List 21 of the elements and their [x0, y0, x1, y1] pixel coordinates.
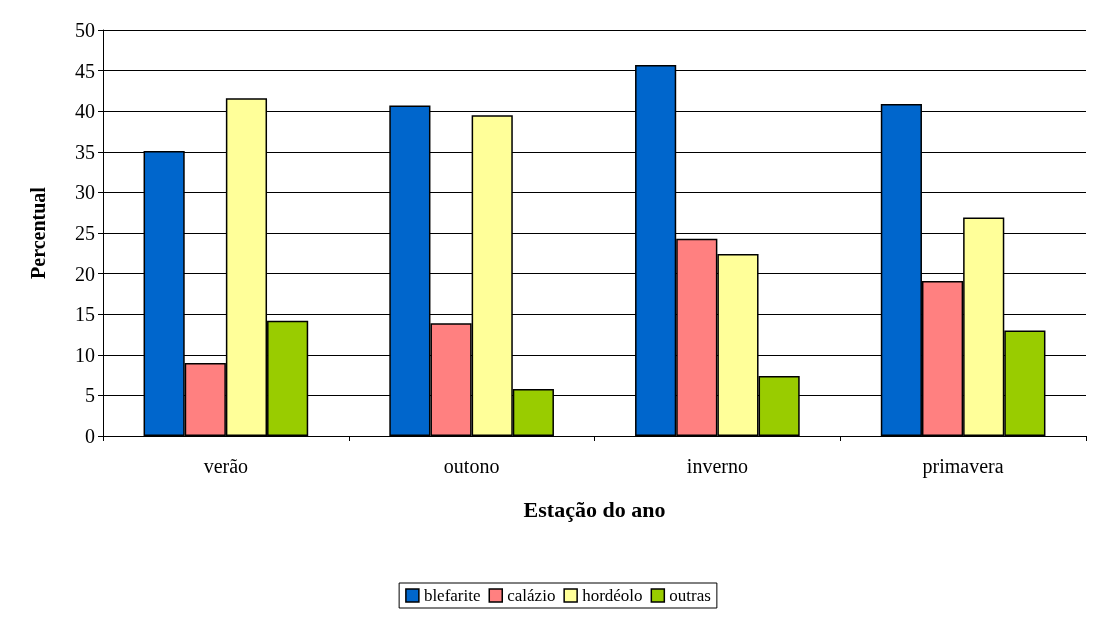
y-tick-label: 30 — [75, 181, 95, 204]
y-tick-label: 5 — [85, 384, 95, 407]
y-tick-label: 0 — [85, 425, 95, 447]
x-tick-label: outono — [443, 455, 500, 477]
y-tick-label: 50 — [75, 19, 95, 41]
y-tick-label: 45 — [75, 59, 95, 82]
x-axis-title: Estação do ano — [523, 496, 666, 522]
y-tick-label: 35 — [75, 140, 95, 163]
legend-label: outras — [669, 586, 711, 605]
y-tick-label: 10 — [75, 343, 95, 366]
y-tick-label: 40 — [75, 100, 95, 123]
x-tick-label: verão — [203, 455, 249, 477]
y-tick-label: 25 — [75, 222, 95, 244]
x-tick-label: inverno — [686, 455, 748, 477]
legend-label: calázio — [507, 586, 556, 605]
y-tick-label: 15 — [75, 303, 95, 326]
x-tick-label: primavera — [922, 455, 1004, 478]
legend-label: hordéolo — [582, 586, 643, 605]
y-axis-title: Percentual — [27, 186, 49, 279]
y-tick-label: 20 — [75, 262, 95, 285]
legend-label: blefarite — [423, 586, 481, 605]
